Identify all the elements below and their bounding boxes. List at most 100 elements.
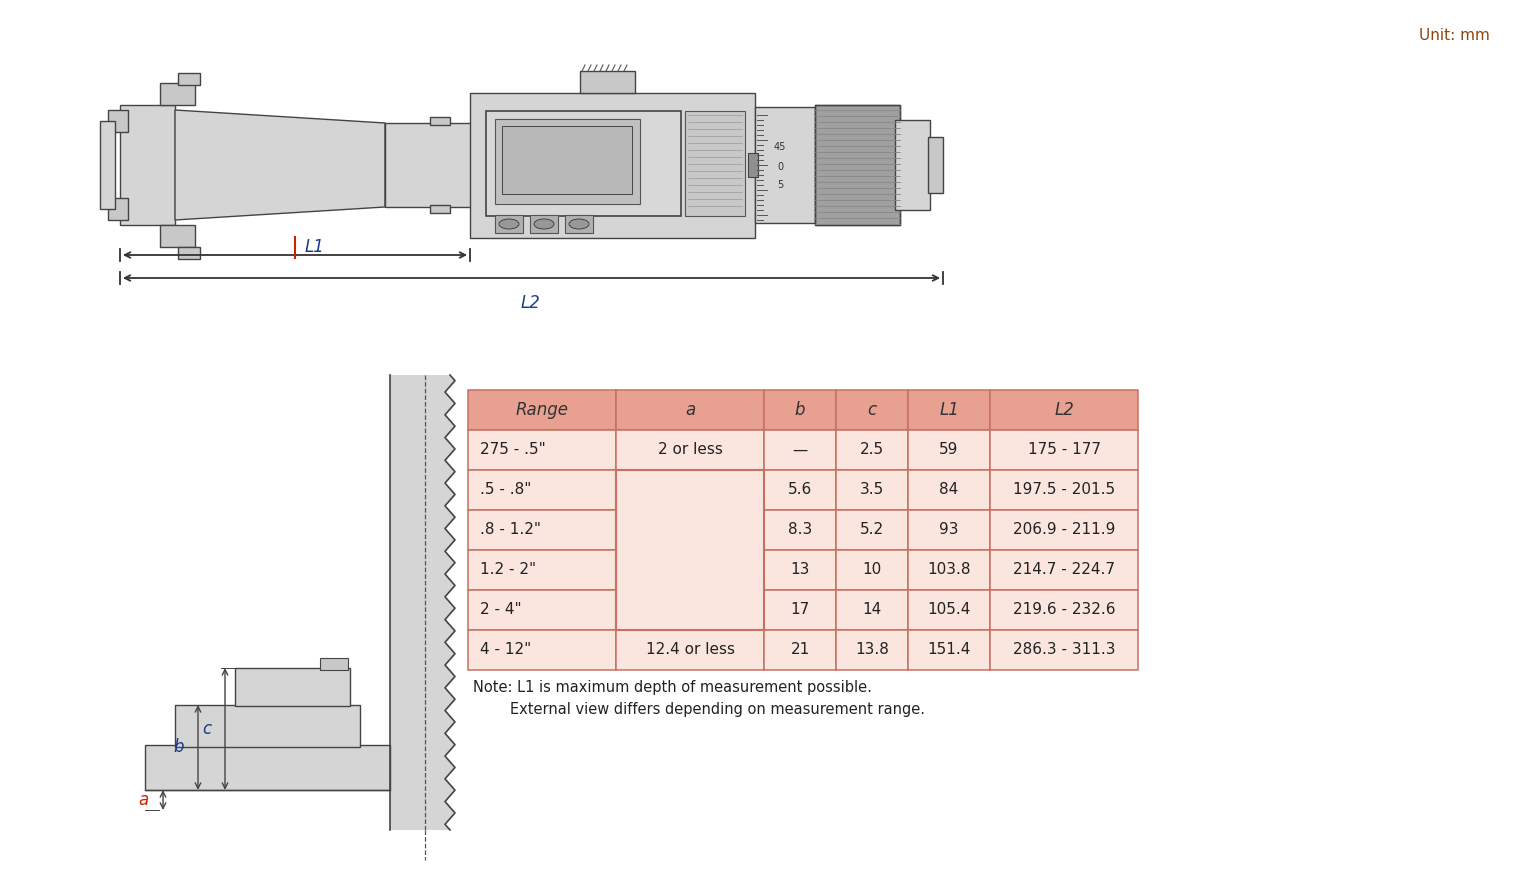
Text: 275 - .5": 275 - .5" xyxy=(480,443,546,458)
Bar xyxy=(496,119,640,204)
Bar xyxy=(836,510,907,550)
Bar xyxy=(907,590,990,630)
Polygon shape xyxy=(390,375,454,830)
Bar xyxy=(836,590,907,630)
Bar xyxy=(990,510,1138,550)
Bar xyxy=(145,745,390,790)
Text: 13: 13 xyxy=(790,563,810,578)
Bar xyxy=(616,470,764,510)
Bar xyxy=(764,630,836,670)
Bar xyxy=(764,590,836,630)
Bar xyxy=(990,590,1138,630)
Text: —: — xyxy=(793,443,808,458)
Text: 219.6 - 232.6: 219.6 - 232.6 xyxy=(1013,602,1115,617)
Bar xyxy=(836,630,907,670)
Text: c: c xyxy=(868,401,877,419)
Bar xyxy=(616,510,764,550)
Text: 8.3: 8.3 xyxy=(788,522,813,537)
Bar xyxy=(836,470,907,510)
Bar xyxy=(907,550,990,590)
Text: a: a xyxy=(685,401,695,419)
Bar xyxy=(468,590,616,630)
Text: L2: L2 xyxy=(1054,401,1074,419)
Bar xyxy=(468,630,616,670)
Text: b: b xyxy=(795,401,805,419)
Text: 5.6: 5.6 xyxy=(788,482,813,497)
Bar xyxy=(120,105,175,225)
Text: .5 - .8": .5 - .8" xyxy=(480,482,531,497)
Bar xyxy=(384,123,474,207)
Bar xyxy=(907,510,990,550)
Text: 2 - 4": 2 - 4" xyxy=(480,602,522,617)
Text: 93: 93 xyxy=(939,522,959,537)
Bar xyxy=(990,630,1138,670)
Text: 0.3 or less: 0.3 or less xyxy=(650,542,730,557)
Text: a: a xyxy=(139,791,149,809)
Text: 17: 17 xyxy=(790,602,810,617)
Ellipse shape xyxy=(569,219,589,229)
Bar xyxy=(486,111,682,216)
Bar xyxy=(836,390,907,430)
Bar xyxy=(502,126,631,194)
Bar xyxy=(178,73,200,85)
Text: 2.5: 2.5 xyxy=(860,443,884,458)
Ellipse shape xyxy=(534,219,554,229)
Bar xyxy=(764,430,836,470)
Bar xyxy=(616,470,764,630)
Bar xyxy=(580,71,634,93)
Bar xyxy=(990,390,1138,430)
Bar xyxy=(929,137,942,193)
Text: 286.3 - 311.3: 286.3 - 311.3 xyxy=(1013,642,1115,657)
Text: 197.5 - 201.5: 197.5 - 201.5 xyxy=(1013,482,1115,497)
Bar xyxy=(468,510,616,550)
Text: b: b xyxy=(174,738,185,757)
Bar xyxy=(496,215,523,233)
Bar xyxy=(616,430,764,470)
Bar xyxy=(531,215,558,233)
Bar xyxy=(101,121,114,209)
Bar xyxy=(468,550,616,590)
Text: External view differs depending on measurement range.: External view differs depending on measu… xyxy=(473,702,926,717)
Bar xyxy=(564,215,593,233)
Text: L2: L2 xyxy=(520,294,540,312)
Text: c: c xyxy=(201,720,210,738)
Bar xyxy=(755,107,814,223)
Bar xyxy=(907,470,990,510)
Text: L1: L1 xyxy=(305,238,325,256)
Text: 21: 21 xyxy=(790,642,810,657)
Bar xyxy=(836,550,907,590)
Polygon shape xyxy=(175,110,384,220)
Bar xyxy=(616,470,764,630)
Text: 206.9 - 211.9: 206.9 - 211.9 xyxy=(1013,522,1115,537)
Bar xyxy=(468,470,616,510)
Bar xyxy=(178,247,200,259)
Text: 4 - 12": 4 - 12" xyxy=(480,642,531,657)
Text: Unit: mm: Unit: mm xyxy=(1420,28,1490,43)
Bar xyxy=(160,225,195,247)
Bar xyxy=(160,83,195,105)
Text: 105.4: 105.4 xyxy=(927,602,971,617)
Text: 103.8: 103.8 xyxy=(927,563,971,578)
Text: L1: L1 xyxy=(939,401,959,419)
Text: 1.2 - 2": 1.2 - 2" xyxy=(480,563,537,578)
Bar xyxy=(907,630,990,670)
Bar xyxy=(430,117,450,125)
Text: 12.4 or less: 12.4 or less xyxy=(645,642,735,657)
Bar xyxy=(320,658,348,670)
Bar xyxy=(895,120,930,210)
Ellipse shape xyxy=(499,219,518,229)
Bar xyxy=(990,470,1138,510)
Bar xyxy=(814,105,900,225)
Bar xyxy=(990,550,1138,590)
Bar xyxy=(468,430,616,470)
Bar xyxy=(108,110,128,132)
Text: 14: 14 xyxy=(862,602,881,617)
Bar xyxy=(616,590,764,630)
Text: 2 or less: 2 or less xyxy=(657,443,723,458)
Bar xyxy=(990,430,1138,470)
Bar xyxy=(685,111,746,216)
Text: 5: 5 xyxy=(776,180,784,190)
Text: 10: 10 xyxy=(862,563,881,578)
Text: .8 - 1.2": .8 - 1.2" xyxy=(480,522,541,537)
Bar xyxy=(907,390,990,430)
